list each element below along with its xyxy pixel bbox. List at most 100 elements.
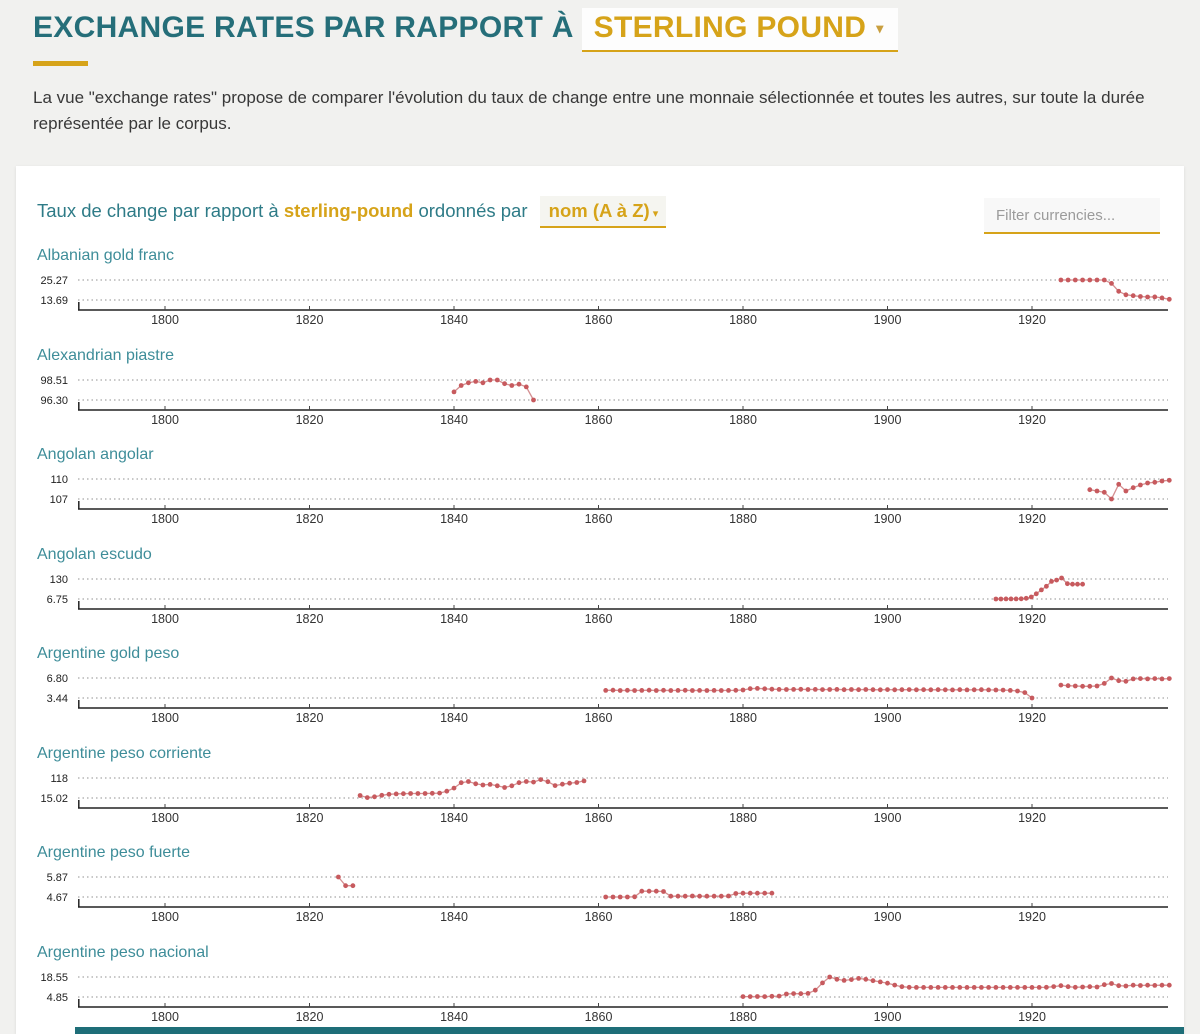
x-axis-year-label: 1900 [874,711,902,725]
y-axis-label: 107 [50,494,68,506]
sort-selector-value: nom (A à Z) [548,200,650,221]
x-axis-year-label: 1860 [585,313,613,327]
charts-panel: Taux de change par rapport à sterling-po… [16,166,1184,1034]
y-axis-label: 6.80 [47,673,68,685]
x-axis-year-label: 1840 [440,811,468,825]
y-axis-label: 13.69 [40,295,68,307]
chevron-down-icon: ▾ [876,20,884,36]
view-description: La vue "exchange rates" propose de compa… [33,88,1145,133]
x-axis-year-label: 1860 [585,413,613,427]
x-axis-year-label: 1800 [151,413,179,427]
sort-selector[interactable]: nom (A à Z) ▾ [539,196,667,228]
x-axis-year-label: 1840 [440,313,468,327]
page-title-row: EXCHANGE RATES PAR RAPPORT À STERLING POU… [0,0,1200,52]
chart-row: Alexandrian piastre 98.51 96.30 1800 1820 184… [16,340,1184,440]
x-axis-year-label: 1820 [296,313,324,327]
chevron-down-icon: ▾ [652,208,659,220]
x-axis-year-label: 1860 [585,711,613,725]
currency-name[interactable]: Albanian gold franc [37,247,174,264]
chart-row: Argentine peso nacional 18.55 4.85 1800 1820… [16,937,1184,1034]
chart-row: Argentine peso fuerte 5.87 4.67 1800 1820 184… [16,837,1184,937]
chart-row: Argentine gold peso 6.80 3.44 1800 1820 1840 1… [16,638,1184,738]
x-axis-year-label: 1840 [440,910,468,924]
x-axis-year-label: 1880 [729,711,757,725]
x-axis-year-label: 1880 [729,512,757,526]
x-axis-year-label: 1860 [585,1010,613,1024]
x-axis-year-label: 1800 [151,811,179,825]
x-axis-year-label: 1860 [585,612,613,626]
x-axis-year-label: 1800 [151,1010,179,1024]
x-axis-year-label: 1920 [1018,512,1046,526]
sparkline-chart: 118 15.02 1800 1820 1840 1860 1880 1900 1920 [40,773,1168,825]
x-axis-year-label: 1900 [874,1010,902,1024]
x-axis-year-label: 1920 [1018,1010,1046,1024]
x-axis-year-label: 1880 [729,413,757,427]
currency-name[interactable]: Angolan angolar [37,446,154,463]
subtitle-suffix: ordonnés par [418,200,528,221]
filter-currencies-input[interactable] [984,198,1160,234]
x-axis-year-label: 1820 [296,811,324,825]
next-row-highlight [75,1027,1184,1034]
x-axis-year-label: 1900 [874,313,902,327]
x-axis-year-label: 1800 [151,313,179,327]
sparkline-chart: 6.80 3.44 1800 1820 1840 1860 1880 1900 1920 [47,673,1172,725]
page-header: EXCHANGE RATES PAR RAPPORT À STERLING POU… [0,0,1200,137]
x-axis-year-label: 1900 [874,612,902,626]
currency-charts-list: Albanian gold franc 25.27 13.69 1800 1820 184… [16,240,1184,1034]
x-axis-year-label: 1880 [729,910,757,924]
y-axis-label: 96.30 [40,395,68,407]
y-axis-label: 18.55 [40,972,68,984]
x-axis-year-label: 1860 [585,811,613,825]
currency-name[interactable]: Argentine peso nacional [37,943,209,961]
chart-row: Albanian gold franc 25.27 13.69 1800 1820 184… [16,240,1184,340]
chart-row: Argentine peso corriente 118 15.02 1800 1820… [16,738,1184,838]
title-accent-bar [33,61,88,66]
x-axis-year-label: 1880 [729,612,757,626]
y-axis-label: 15.02 [40,793,68,805]
x-axis-year-label: 1920 [1018,711,1046,725]
y-axis-label: 110 [50,474,68,486]
x-axis-year-label: 1840 [440,413,468,427]
chart-row: Angolan escudo 130 6.75 1800 1820 1840 1860 188… [16,539,1184,639]
x-axis-year-label: 1820 [296,1010,324,1024]
sparkline-chart: 110 107 1800 1820 1840 1860 1880 1900 1920 [50,474,1172,526]
x-axis-year-label: 1820 [296,612,324,626]
x-axis-year-label: 1820 [296,413,324,427]
x-axis-year-label: 1920 [1018,910,1046,924]
currency-selector[interactable]: STERLING POUND ▾ [581,8,898,52]
x-axis-year-label: 1840 [440,711,468,725]
chart-row: Angolan angolar 110 107 1800 1820 1840 1860 188… [16,439,1184,539]
x-axis-year-label: 1880 [729,811,757,825]
x-axis-year-label: 1840 [440,612,468,626]
currency-name[interactable]: Argentine gold peso [37,645,180,662]
currency-selector-value: STERLING POUND [593,11,867,44]
x-axis-year-label: 1820 [296,910,324,924]
sparkline-chart: 5.87 4.67 1800 1820 1840 1860 1880 1900 1920 [47,872,1168,924]
y-axis-label: 25.27 [40,275,68,287]
x-axis-year-label: 1900 [874,512,902,526]
y-axis-label: 4.67 [47,892,68,904]
sparkline-chart: 98.51 96.30 1800 1820 1840 1860 1880 1900 1920 [40,375,1168,427]
x-axis-year-label: 1900 [874,910,902,924]
currency-name[interactable]: Alexandrian piastre [37,346,174,364]
y-axis-label: 118 [50,773,68,785]
x-axis-year-label: 1840 [440,512,468,526]
currency-name[interactable]: Angolan escudo [37,545,152,563]
y-axis-label: 6.75 [47,594,68,606]
x-axis-year-label: 1880 [729,1010,757,1024]
y-axis-label: 4.85 [47,992,68,1004]
x-axis-year-label: 1860 [585,910,613,924]
y-axis-label: 5.87 [47,872,68,884]
currency-name[interactable]: Argentine peso fuerte [37,844,190,861]
x-axis-year-label: 1820 [296,711,324,725]
subtitle-prefix: Taux de change par rapport à [37,200,279,221]
sparkline-chart: 25.27 13.69 1800 1820 1840 1860 1880 1900 1920 [40,275,1172,327]
x-axis-year-label: 1900 [874,811,902,825]
x-axis-year-label: 1920 [1018,811,1046,825]
x-axis-year-label: 1860 [585,512,613,526]
page-title: EXCHANGE RATES PAR RAPPORT À [33,11,574,44]
sparkline-chart: 18.55 4.85 1800 1820 1840 1860 1880 1900 1920 [40,972,1172,1024]
currency-name[interactable]: Argentine peso corriente [37,744,212,762]
y-axis-label: 3.44 [47,693,68,705]
